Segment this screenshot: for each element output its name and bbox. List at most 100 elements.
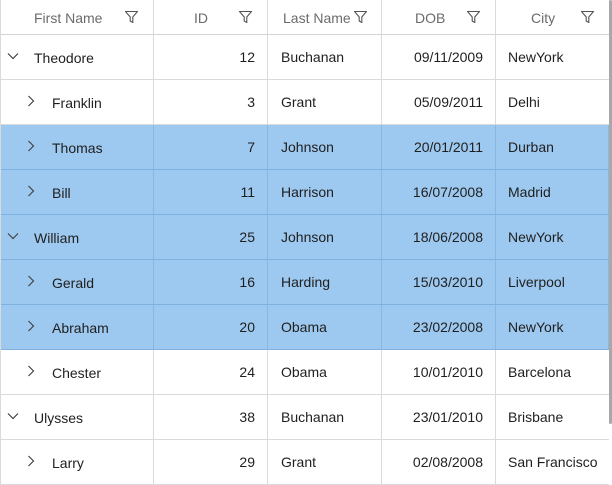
filter-icon[interactable] — [581, 11, 594, 23]
cell-dob[interactable]: 15/03/2010 — [382, 260, 496, 304]
chevron-right-icon[interactable] — [25, 320, 37, 332]
column-header-last-name[interactable]: Last Name — [268, 0, 382, 34]
cell-city[interactable]: San Francisco — [496, 440, 609, 484]
id-text: 11 — [240, 184, 255, 200]
cell-last-name[interactable]: Johnson — [268, 215, 382, 259]
cell-city[interactable]: Delhi — [496, 80, 609, 124]
cell-id[interactable]: 12 — [154, 35, 268, 79]
cell-id[interactable]: 11 — [154, 170, 268, 214]
cell-last-name[interactable]: Harding — [268, 260, 382, 304]
table-row[interactable]: William 25 Johnson 18/06/2008 NewYork — [1, 215, 609, 260]
table-row[interactable]: Abraham 20 Obama 23/02/2008 NewYork — [1, 305, 609, 350]
filter-icon[interactable] — [239, 11, 252, 23]
table-row[interactable]: Thomas 7 Johnson 20/01/2011 Durban — [1, 125, 609, 170]
chevron-right-icon[interactable] — [25, 455, 37, 467]
cell-first-name[interactable]: William — [1, 215, 154, 259]
cell-id[interactable]: 7 — [154, 125, 268, 169]
table-row[interactable]: Theodore 12 Buchanan 09/11/2009 NewYork — [1, 35, 609, 80]
cell-id[interactable]: 16 — [154, 260, 268, 304]
cell-last-name[interactable]: Buchanan — [268, 35, 382, 79]
last-name-text: Harding — [281, 274, 331, 290]
cell-first-name[interactable]: Larry — [1, 440, 154, 484]
cell-dob[interactable]: 20/01/2011 — [382, 125, 496, 169]
cell-dob[interactable]: 02/08/2008 — [382, 440, 496, 484]
table-row[interactable]: Larry 29 Grant 02/08/2008 San Francisco — [1, 440, 609, 485]
cell-city[interactable]: NewYork — [496, 305, 609, 349]
cell-last-name[interactable]: Harrison — [268, 170, 382, 214]
cell-id[interactable]: 29 — [154, 440, 268, 484]
dob-text: 05/09/2011 — [413, 94, 483, 110]
city-text: San Francisco — [508, 454, 598, 470]
cell-city[interactable]: Brisbane — [496, 395, 609, 439]
cell-id[interactable]: 20 — [154, 305, 268, 349]
cell-first-name[interactable]: Theodore — [1, 35, 154, 79]
cell-city[interactable]: Barcelona — [496, 350, 609, 394]
cell-last-name[interactable]: Buchanan — [268, 395, 382, 439]
chevron-right-icon[interactable] — [25, 185, 37, 197]
cell-last-name[interactable]: Grant — [268, 80, 382, 124]
cell-first-name[interactable]: Abraham — [1, 305, 154, 349]
chevron-right-icon[interactable] — [25, 95, 37, 107]
chevron-down-icon[interactable] — [7, 50, 19, 62]
cell-id[interactable]: 24 — [154, 350, 268, 394]
chevron-right-icon[interactable] — [25, 140, 37, 152]
cell-id[interactable]: 38 — [154, 395, 268, 439]
cell-first-name[interactable]: Gerald — [1, 260, 154, 304]
cell-first-name[interactable]: Chester — [1, 350, 154, 394]
column-header-id[interactable]: ID — [154, 0, 268, 34]
chevron-right-icon[interactable] — [25, 275, 37, 287]
last-name-text: Harrison — [281, 184, 334, 200]
cell-last-name[interactable]: Johnson — [268, 125, 382, 169]
cell-dob[interactable]: 23/02/2008 — [382, 305, 496, 349]
cell-dob[interactable]: 10/01/2010 — [382, 350, 496, 394]
column-header-dob[interactable]: DOB — [382, 0, 496, 34]
cell-dob[interactable]: 16/07/2008 — [382, 170, 496, 214]
column-header-city[interactable]: City — [496, 0, 609, 34]
last-name-text: Obama — [281, 319, 327, 335]
cell-first-name[interactable]: Ulysses — [1, 395, 154, 439]
cell-dob[interactable]: 05/09/2011 — [382, 80, 496, 124]
cell-dob[interactable]: 23/01/2010 — [382, 395, 496, 439]
column-header-label: City — [531, 10, 556, 26]
cell-last-name[interactable]: Obama — [268, 305, 382, 349]
first-name-text: Abraham — [52, 320, 109, 336]
chevron-right-icon[interactable] — [25, 365, 37, 377]
cell-dob[interactable]: 09/11/2009 — [382, 35, 496, 79]
filter-icon[interactable] — [467, 11, 480, 23]
grid-body: Theodore 12 Buchanan 09/11/2009 NewYork Frank… — [1, 35, 609, 485]
cell-id[interactable]: 3 — [154, 80, 268, 124]
cell-last-name[interactable]: Grant — [268, 440, 382, 484]
city-text: NewYork — [508, 229, 564, 245]
cell-last-name[interactable]: Obama — [268, 350, 382, 394]
city-text: NewYork — [508, 49, 564, 65]
cell-city[interactable]: Durban — [496, 125, 609, 169]
table-row[interactable]: Ulysses 38 Buchanan 23/01/2010 Brisbane — [1, 395, 609, 440]
cell-id[interactable]: 25 — [154, 215, 268, 259]
table-row[interactable]: Franklin 3 Grant 05/09/2011 Delhi — [1, 80, 609, 125]
city-text: Barcelona — [508, 364, 572, 380]
dob-text: 23/02/2008 — [412, 319, 483, 335]
last-name-text: Johnson — [281, 139, 334, 155]
cell-first-name[interactable]: Bill — [1, 170, 154, 214]
cell-first-name[interactable]: Thomas — [1, 125, 154, 169]
dob-text: 02/08/2008 — [412, 454, 483, 470]
dob-text: 15/03/2010 — [412, 274, 483, 290]
chevron-down-icon[interactable] — [7, 230, 19, 242]
filter-icon[interactable] — [125, 11, 138, 23]
cell-first-name[interactable]: Franklin — [1, 80, 154, 124]
cell-city[interactable]: Liverpool — [496, 260, 609, 304]
vertical-scrollbar[interactable] — [609, 0, 612, 424]
last-name-text: Grant — [281, 454, 317, 470]
dob-text: 18/06/2008 — [412, 229, 483, 245]
column-header-first-name[interactable]: First Name — [1, 0, 154, 34]
filter-icon[interactable] — [354, 11, 367, 23]
chevron-down-icon[interactable] — [7, 410, 19, 422]
cell-dob[interactable]: 18/06/2008 — [382, 215, 496, 259]
table-row[interactable]: Bill 11 Harrison 16/07/2008 Madrid — [1, 170, 609, 215]
table-row[interactable]: Gerald 16 Harding 15/03/2010 Liverpool — [1, 260, 609, 305]
table-row[interactable]: Chester 24 Obama 10/01/2010 Barcelona — [1, 350, 609, 395]
cell-city[interactable]: Madrid — [496, 170, 609, 214]
cell-city[interactable]: NewYork — [496, 215, 609, 259]
cell-city[interactable]: NewYork — [496, 35, 609, 79]
